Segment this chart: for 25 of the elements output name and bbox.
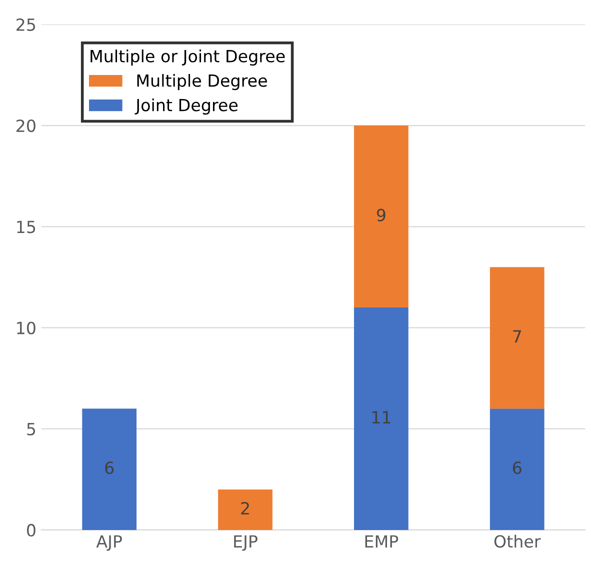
x-tick-label: Other bbox=[494, 534, 541, 548]
y-tick-label: 15 bbox=[17, 220, 36, 234]
y-tick-label: 10 bbox=[17, 322, 36, 334]
bar bbox=[354, 126, 408, 308]
x-tick-label: EMP bbox=[365, 535, 398, 548]
y-tick-label: 25 bbox=[16, 18, 36, 31]
bar bbox=[82, 408, 137, 530]
data-label: 11 bbox=[372, 411, 390, 424]
data-label: 9 bbox=[376, 208, 386, 222]
data-label: 2 bbox=[241, 502, 249, 514]
bar bbox=[218, 490, 272, 530]
x-tick-label: EJP bbox=[234, 535, 258, 551]
legend-label: Joint Degree bbox=[134, 98, 238, 115]
y-tick-label: 20 bbox=[16, 119, 36, 132]
bar bbox=[490, 267, 544, 409]
y-tick-label: 5 bbox=[27, 423, 36, 436]
bar bbox=[354, 308, 408, 530]
data-label: 6 bbox=[105, 462, 114, 474]
legend-title: Multiple or Joint Degree bbox=[90, 50, 285, 66]
bar bbox=[490, 408, 544, 530]
data-label: 7 bbox=[513, 330, 522, 342]
data-label: 6 bbox=[512, 462, 522, 474]
legend-label: Multiple Degree bbox=[137, 74, 267, 90]
x-tick-label: AJP bbox=[96, 535, 122, 551]
y-tick-label: 0 bbox=[27, 524, 36, 537]
